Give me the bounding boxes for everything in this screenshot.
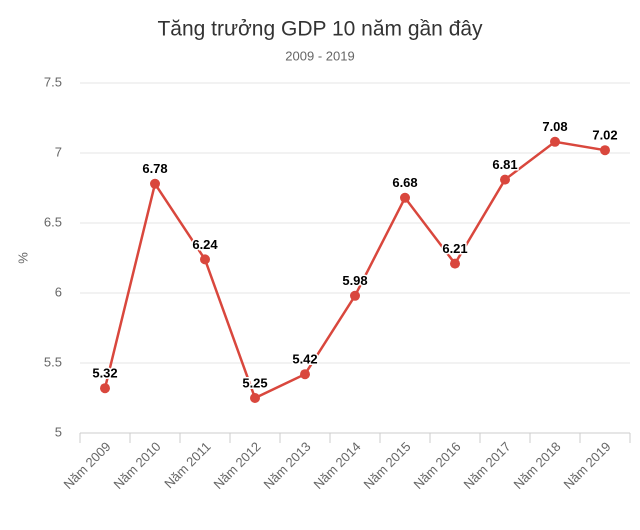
y-tick-label: 6 bbox=[55, 284, 62, 299]
data-point bbox=[400, 192, 410, 203]
data-label: 6.78 bbox=[142, 161, 167, 176]
y-tick-label: 7.5 bbox=[44, 74, 62, 89]
data-label: 5.42 bbox=[292, 352, 317, 367]
x-tick-label: Năm 2015 bbox=[361, 439, 414, 492]
x-tick-label: Năm 2016 bbox=[411, 439, 464, 492]
x-tick-label: Năm 2017 bbox=[461, 439, 514, 492]
y-tick-label: 7 bbox=[55, 144, 62, 159]
data-label: 5.98 bbox=[342, 273, 367, 288]
data-label: 5.25 bbox=[242, 375, 267, 390]
data-label: 6.21 bbox=[442, 241, 467, 256]
data-point bbox=[350, 290, 360, 301]
x-tick-label: Năm 2018 bbox=[511, 439, 564, 492]
data-label: 7.02 bbox=[592, 128, 617, 143]
y-tick-label: 5 bbox=[55, 424, 62, 439]
data-label: 5.32 bbox=[92, 366, 117, 381]
x-tick-label: Năm 2012 bbox=[211, 439, 264, 492]
data-label: 7.08 bbox=[542, 119, 567, 134]
chart-title: Tăng trưởng GDP 10 năm gần đây bbox=[157, 18, 483, 41]
data-point bbox=[150, 178, 160, 189]
y-tick-label: 6.5 bbox=[44, 214, 62, 229]
data-point bbox=[600, 145, 610, 156]
x-tick-label: Năm 2010 bbox=[111, 439, 164, 492]
chart-subtitle: 2009 - 2019 bbox=[285, 48, 354, 63]
y-tick-label: 5.5 bbox=[44, 354, 62, 369]
data-label: 6.68 bbox=[392, 175, 417, 190]
data-point bbox=[100, 383, 110, 394]
data-point bbox=[450, 258, 460, 269]
data-point bbox=[250, 393, 260, 403]
x-tick-label: Năm 2019 bbox=[561, 439, 614, 492]
x-tick-label: Năm 2014 bbox=[311, 439, 364, 492]
data-point bbox=[500, 174, 510, 185]
data-point bbox=[550, 136, 560, 147]
x-tick-label: Năm 2013 bbox=[261, 439, 314, 492]
x-tick-label: Năm 2011 bbox=[161, 439, 213, 491]
data-label: 6.81 bbox=[492, 157, 517, 172]
data-line bbox=[103, 140, 606, 400]
data-point bbox=[200, 254, 210, 265]
data-label: 6.24 bbox=[192, 237, 218, 252]
data-point bbox=[300, 369, 310, 380]
x-tick-label: Năm 2009 bbox=[61, 439, 114, 492]
y-axis-label: % bbox=[15, 252, 30, 264]
